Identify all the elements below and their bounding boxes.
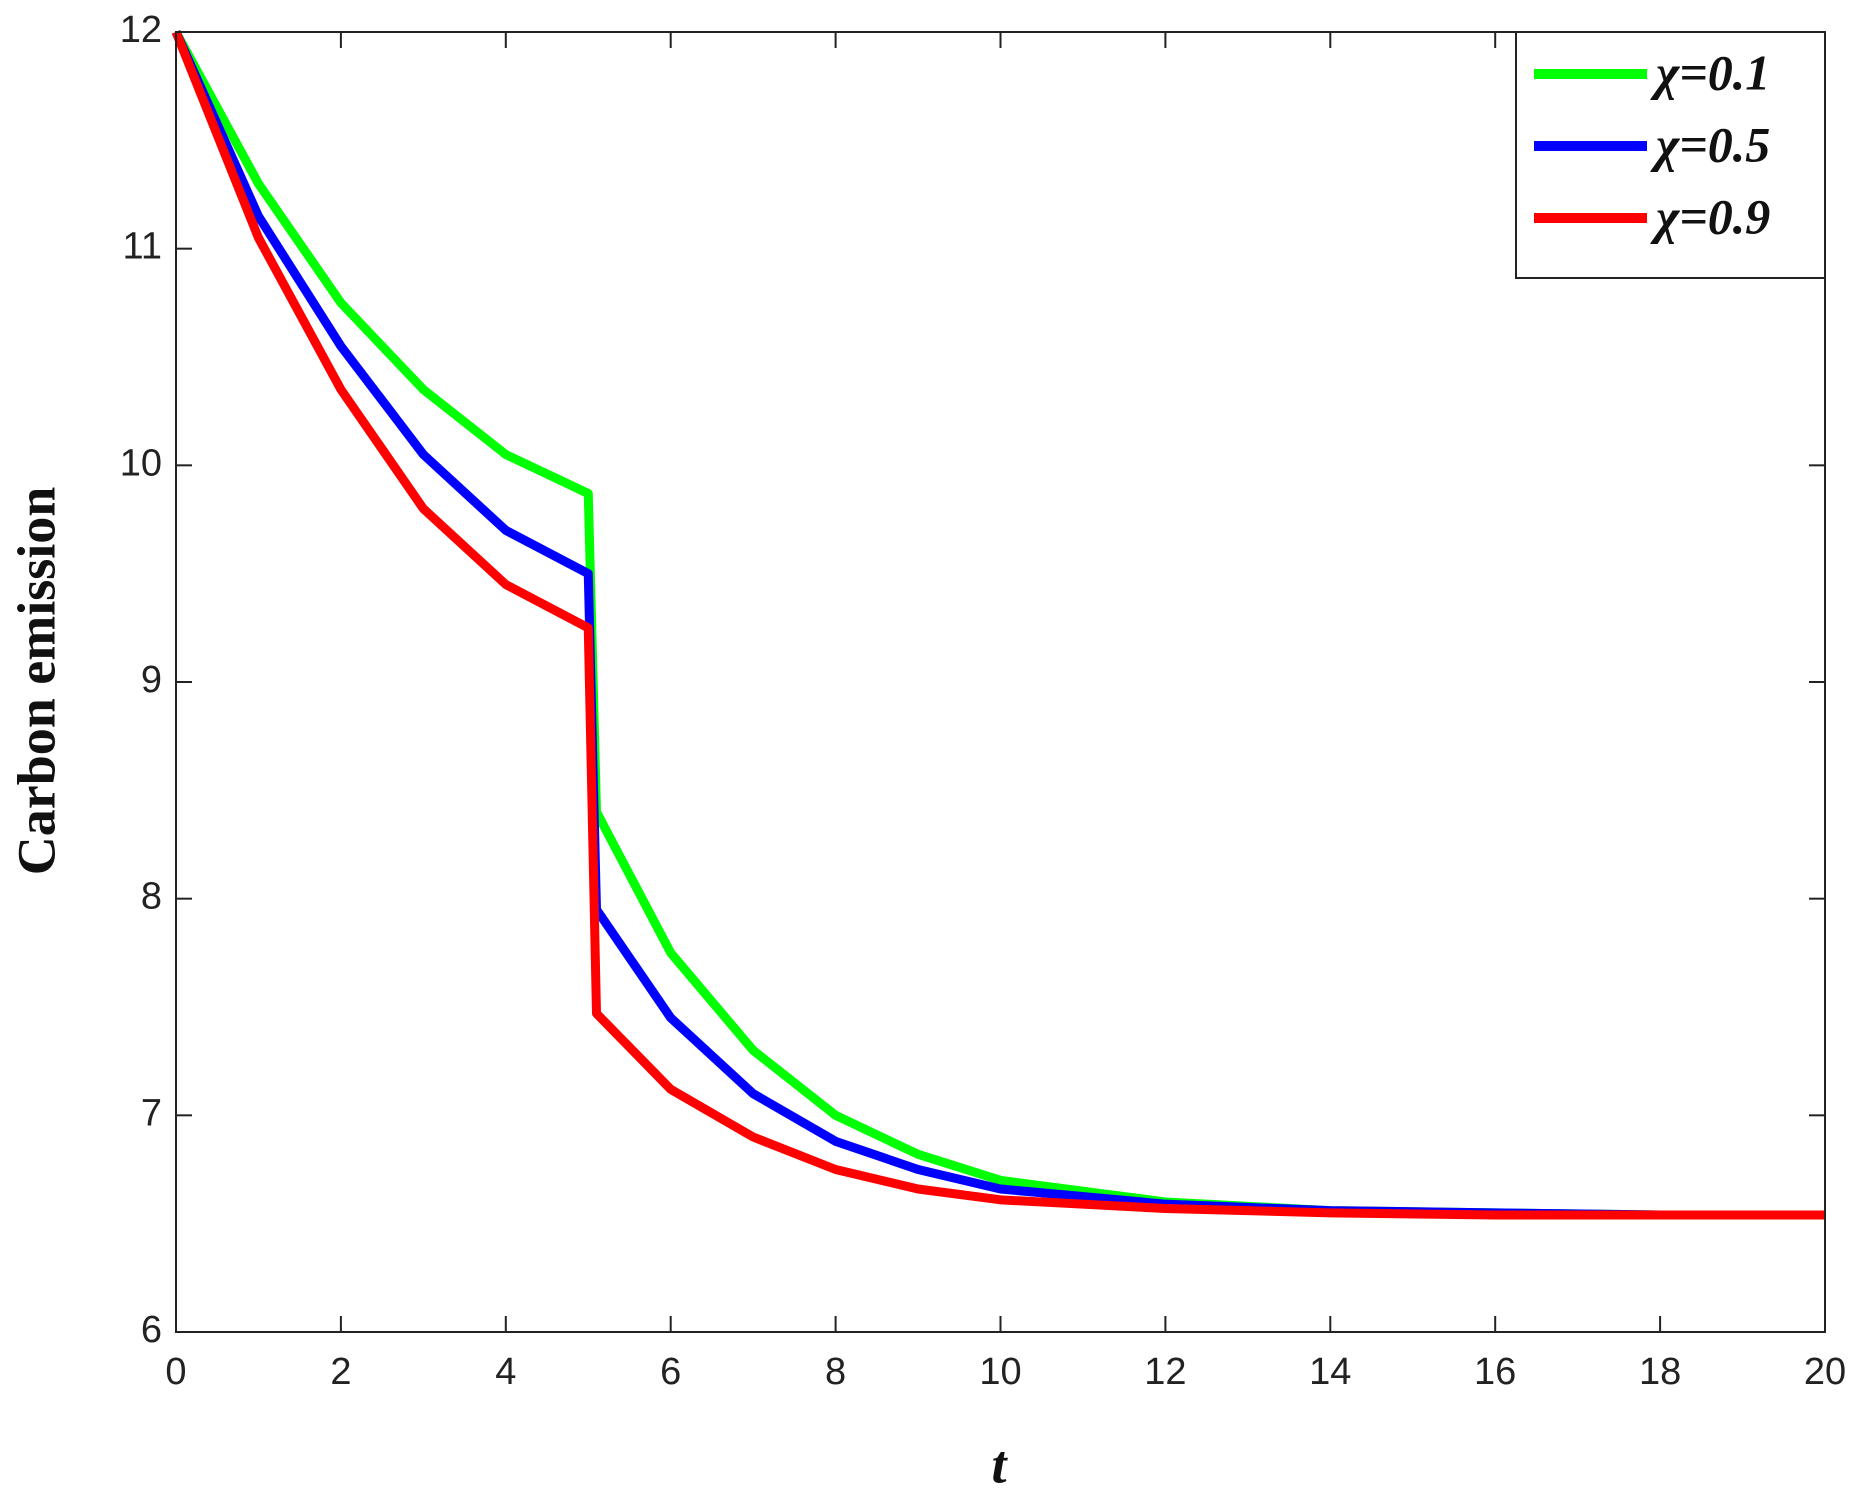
x-axis-label: t [991, 1434, 1008, 1494]
x-tick-label: 4 [495, 1351, 516, 1393]
x-tick-label: 8 [825, 1351, 846, 1393]
y-tick-label: 7 [141, 1092, 162, 1134]
x-tick-label: 14 [1309, 1351, 1351, 1393]
x-tick-label: 12 [1144, 1351, 1186, 1393]
x-tick-label: 16 [1474, 1351, 1516, 1393]
y-tick-label: 9 [141, 659, 162, 701]
y-tick-label: 8 [141, 876, 162, 918]
legend-label: χ=0.5 [1650, 116, 1770, 172]
legend-label: χ=0.9 [1650, 188, 1770, 244]
legend-label: χ=0.1 [1650, 44, 1770, 100]
y-tick-label: 10 [120, 442, 162, 484]
x-tick-label: 10 [979, 1351, 1021, 1393]
x-tick-label: 18 [1639, 1351, 1681, 1393]
y-tick-label: 11 [123, 226, 162, 268]
x-tick-label: 2 [330, 1351, 351, 1393]
y-tick-label: 6 [141, 1309, 162, 1351]
x-tick-label: 0 [165, 1351, 186, 1393]
data-line [171, 30, 1825, 1220]
x-tick-label: 6 [660, 1351, 681, 1393]
x-tick-label: 20 [1804, 1351, 1846, 1393]
y-tick-label: 12 [120, 9, 162, 51]
y-axis-label: Carbon emission [6, 487, 66, 876]
